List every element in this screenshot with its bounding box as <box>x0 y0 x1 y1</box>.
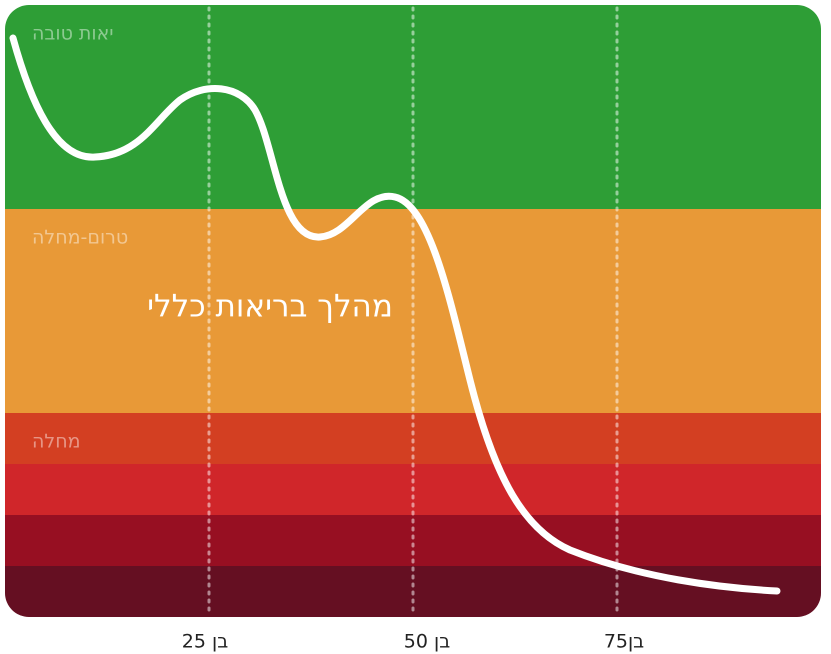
zone-label: מחלה <box>32 431 81 453</box>
zone-label: יאות טובה <box>32 23 114 45</box>
health-curve <box>9 34 781 595</box>
age-label: בן 50 <box>404 631 450 653</box>
zone-label: טרום-מחלה <box>32 227 128 249</box>
diagram-title: מהלך בריאות כללי <box>147 289 393 325</box>
age-label: בן 25 <box>182 631 228 653</box>
age-label: בן75 <box>604 631 644 653</box>
age-lines <box>207 6 619 616</box>
